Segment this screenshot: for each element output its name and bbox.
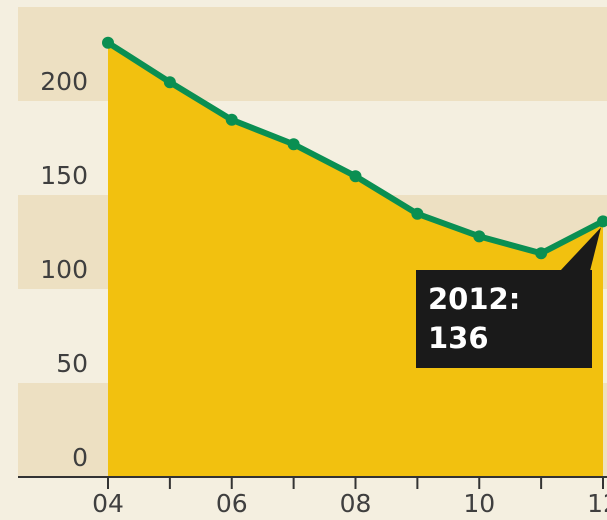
data-point-2012 (597, 215, 607, 228)
callout-line-value: 136 (428, 321, 489, 355)
callout-box (416, 270, 592, 368)
callout-pointer (560, 227, 601, 271)
callout-line-year: 2012: (428, 282, 520, 316)
x-tick-label-12: 12 (587, 489, 607, 518)
data-points (102, 36, 607, 260)
y-tick-label-50: 50 (56, 349, 88, 378)
data-point-2009 (411, 207, 424, 220)
x-tick-label-10: 10 (463, 489, 495, 518)
annotation-callout: 2012: 136 (416, 227, 601, 368)
band-2 (18, 7, 607, 101)
x-tick-label-04: 04 (92, 489, 124, 518)
data-point-2004 (102, 36, 114, 49)
y-axis-labels: 0 50 100 150 200 (40, 67, 88, 472)
data-point-2007 (287, 138, 300, 151)
x-tick-label-08: 08 (340, 489, 372, 518)
data-point-2006 (225, 113, 238, 126)
data-point-2011 (535, 247, 548, 260)
data-point-2008 (349, 170, 362, 183)
area-fill (108, 42, 603, 477)
x-axis-ticks: 04 06 08 10 12 (92, 477, 607, 518)
y-tick-label-100: 100 (40, 255, 88, 284)
y-tick-label-150: 150 (40, 161, 88, 190)
x-tick-label-06: 06 (216, 489, 248, 518)
data-point-2005 (163, 76, 176, 89)
data-point-2010 (473, 230, 486, 243)
y-tick-label-200: 200 (40, 67, 88, 96)
y-tick-label-0: 0 (72, 443, 88, 472)
